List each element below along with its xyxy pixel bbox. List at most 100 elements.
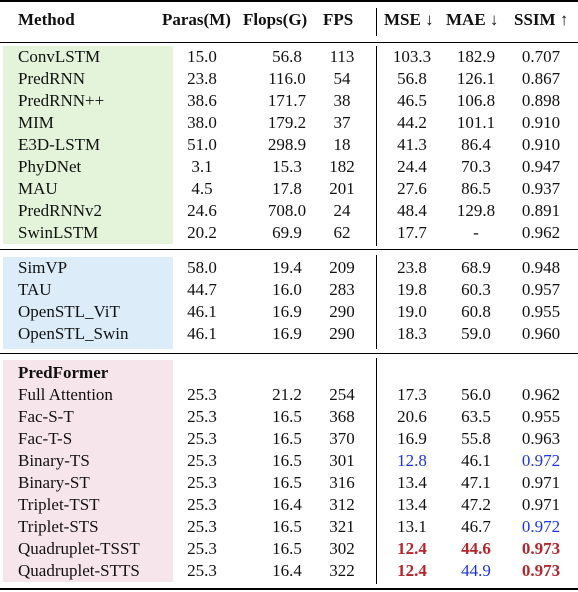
- method-name-cell: Quadruplet-TSST: [18, 539, 140, 558]
- method-name-cell: PredRNNv2: [18, 201, 103, 220]
- fps-cell: 182: [329, 157, 355, 176]
- flops-cell: 16.9: [272, 302, 302, 321]
- ssim-cell: 0.867: [521, 69, 561, 88]
- header-method: Method: [18, 10, 75, 29]
- ssim-cell: 0.972: [521, 451, 561, 470]
- mse-cell: 48.4: [397, 201, 427, 220]
- flops-cell: 16.5: [272, 429, 302, 448]
- params-cell: 24.6: [187, 201, 217, 220]
- separator-header: [376, 8, 377, 36]
- flops-cell: 116.0: [268, 69, 306, 88]
- mse-cell: 13.4: [397, 495, 427, 514]
- mse-cell: 17.3: [397, 385, 427, 404]
- header-flops: Flops(G): [243, 10, 308, 29]
- method-name-cell: Fac-T-S: [18, 429, 73, 448]
- table-row: E3D-LSTM 51.0 298.9 18 41.3 86.4 0.910: [0, 134, 578, 156]
- method-name-cell: Quadruplet-STTS: [18, 561, 140, 580]
- table-row: MIM 38.0 179.2 37 44.2 101.1 0.910: [0, 112, 578, 134]
- flops-cell: 19.4: [272, 258, 302, 277]
- params-cell: 46.1: [187, 324, 217, 343]
- header-fps: FPS: [323, 10, 354, 29]
- group1-rule: [0, 249, 578, 250]
- flops-cell: 16.5: [272, 451, 302, 470]
- mse-cell: 103.3: [392, 47, 432, 66]
- bottom-rule: [0, 588, 578, 590]
- fps-cell: 316: [329, 473, 355, 492]
- fps-cell: 18: [333, 135, 351, 154]
- mae-cell: 86.5: [461, 179, 491, 198]
- ssim-cell: 0.948: [521, 258, 561, 277]
- mae-cell: 44.6: [461, 539, 491, 558]
- fps-cell: 290: [329, 324, 355, 343]
- ssim-cell: 0.955: [521, 407, 561, 426]
- table-row: Binary-ST 25.3 16.5 316 13.4 47.1 0.971: [0, 472, 578, 494]
- ssim-cell: 0.973: [521, 561, 561, 580]
- flops-cell: 16.4: [272, 561, 302, 580]
- mse-cell: 12.4: [397, 539, 427, 558]
- mse-cell: 12.8: [397, 451, 427, 470]
- params-cell: 25.3: [187, 539, 217, 558]
- method-name-cell: PredRNN: [18, 69, 86, 88]
- mae-cell: 106.8: [456, 91, 496, 110]
- table-header: Method Paras(M) Flops(G) FPS MSE ↓ MAE ↓…: [0, 0, 578, 42]
- mse-cell: 16.9: [397, 429, 427, 448]
- fps-cell: 113: [329, 47, 355, 66]
- ssim-cell: 0.910: [521, 113, 561, 132]
- mae-cell: 63.5: [461, 407, 491, 426]
- table-row: Triplet-STS 25.3 16.5 321 13.1 46.7 0.972: [0, 516, 578, 538]
- ssim-cell: 0.971: [521, 495, 561, 514]
- method-name-cell: PhyDNet: [18, 157, 82, 176]
- table-row: SwinLSTM 20.2 69.9 62 17.7 - 0.962: [0, 222, 578, 244]
- params-cell: 25.3: [187, 561, 217, 580]
- mse-cell: 12.4: [397, 561, 427, 580]
- mse-cell: 19.8: [397, 280, 427, 299]
- table-row: SimVP 58.0 19.4 209 23.8 68.9 0.948: [0, 257, 578, 279]
- table-row: Quadruplet-STTS 25.3 16.4 322 12.4 44.9 0.973: [0, 560, 578, 582]
- mse-cell: 46.5: [397, 91, 427, 110]
- flops-cell: 16.5: [272, 517, 302, 536]
- flops-cell: 16.5: [272, 473, 302, 492]
- flops-cell: 16.5: [272, 407, 302, 426]
- table-row: Fac-S-T 25.3 16.5 368 20.6 63.5 0.955: [0, 406, 578, 428]
- params-cell: 20.2: [187, 223, 217, 242]
- params-cell: 58.0: [187, 258, 217, 277]
- group3-title: PredFormer: [18, 363, 109, 382]
- method-name-cell: MIM: [18, 113, 54, 132]
- mae-cell: 44.9: [461, 561, 491, 580]
- method-name-cell: Binary-ST: [18, 473, 90, 492]
- params-cell: 38.0: [187, 113, 217, 132]
- fps-cell: 283: [329, 280, 355, 299]
- mae-cell: 55.8: [461, 429, 491, 448]
- method-name-cell: ConvLSTM: [18, 47, 101, 66]
- table-row: Fac-T-S 25.3 16.5 370 16.9 55.8 0.963: [0, 428, 578, 450]
- mae-cell: 68.9: [461, 258, 491, 277]
- fps-cell: 209: [329, 258, 355, 277]
- params-cell: 46.1: [187, 302, 217, 321]
- ssim-cell: 0.972: [521, 517, 561, 536]
- flops-cell: 16.5: [272, 539, 302, 558]
- mae-cell: 46.1: [461, 451, 491, 470]
- ssim-cell: 0.963: [521, 429, 561, 448]
- group1-band: [3, 46, 173, 244]
- ssim-cell: 0.898: [521, 91, 561, 110]
- params-cell: 15.0: [187, 47, 217, 66]
- flops-cell: 17.8: [272, 179, 302, 198]
- flops-cell: 56.8: [272, 47, 302, 66]
- mae-cell: 47.1: [461, 473, 491, 492]
- method-name-cell: OpenSTL_ViT: [18, 302, 120, 321]
- fps-cell: 24: [333, 201, 351, 220]
- table-row: TAU 44.7 16.0 283 19.8 60.3 0.957: [0, 279, 578, 301]
- flops-cell: 69.9: [272, 223, 302, 242]
- method-name-cell: SimVP: [18, 258, 68, 277]
- fps-cell: 38: [333, 91, 351, 110]
- ssim-cell: 0.947: [521, 157, 561, 176]
- flops-cell: 708.0: [267, 201, 307, 220]
- flops-cell: 16.9: [272, 324, 302, 343]
- mse-cell: 44.2: [397, 113, 427, 132]
- table-row: OpenSTL_Swin 46.1 16.9 290 18.3 59.0 0.960: [0, 323, 578, 345]
- method-name-cell: Triplet-TST: [18, 495, 100, 514]
- table-row: PredRNN++ 38.6 171.7 38 46.5 106.8 0.898: [0, 90, 578, 112]
- header-mae: MAE ↓: [446, 10, 499, 29]
- fps-cell: 312: [329, 495, 355, 514]
- method-name-cell: E3D-LSTM: [18, 135, 101, 154]
